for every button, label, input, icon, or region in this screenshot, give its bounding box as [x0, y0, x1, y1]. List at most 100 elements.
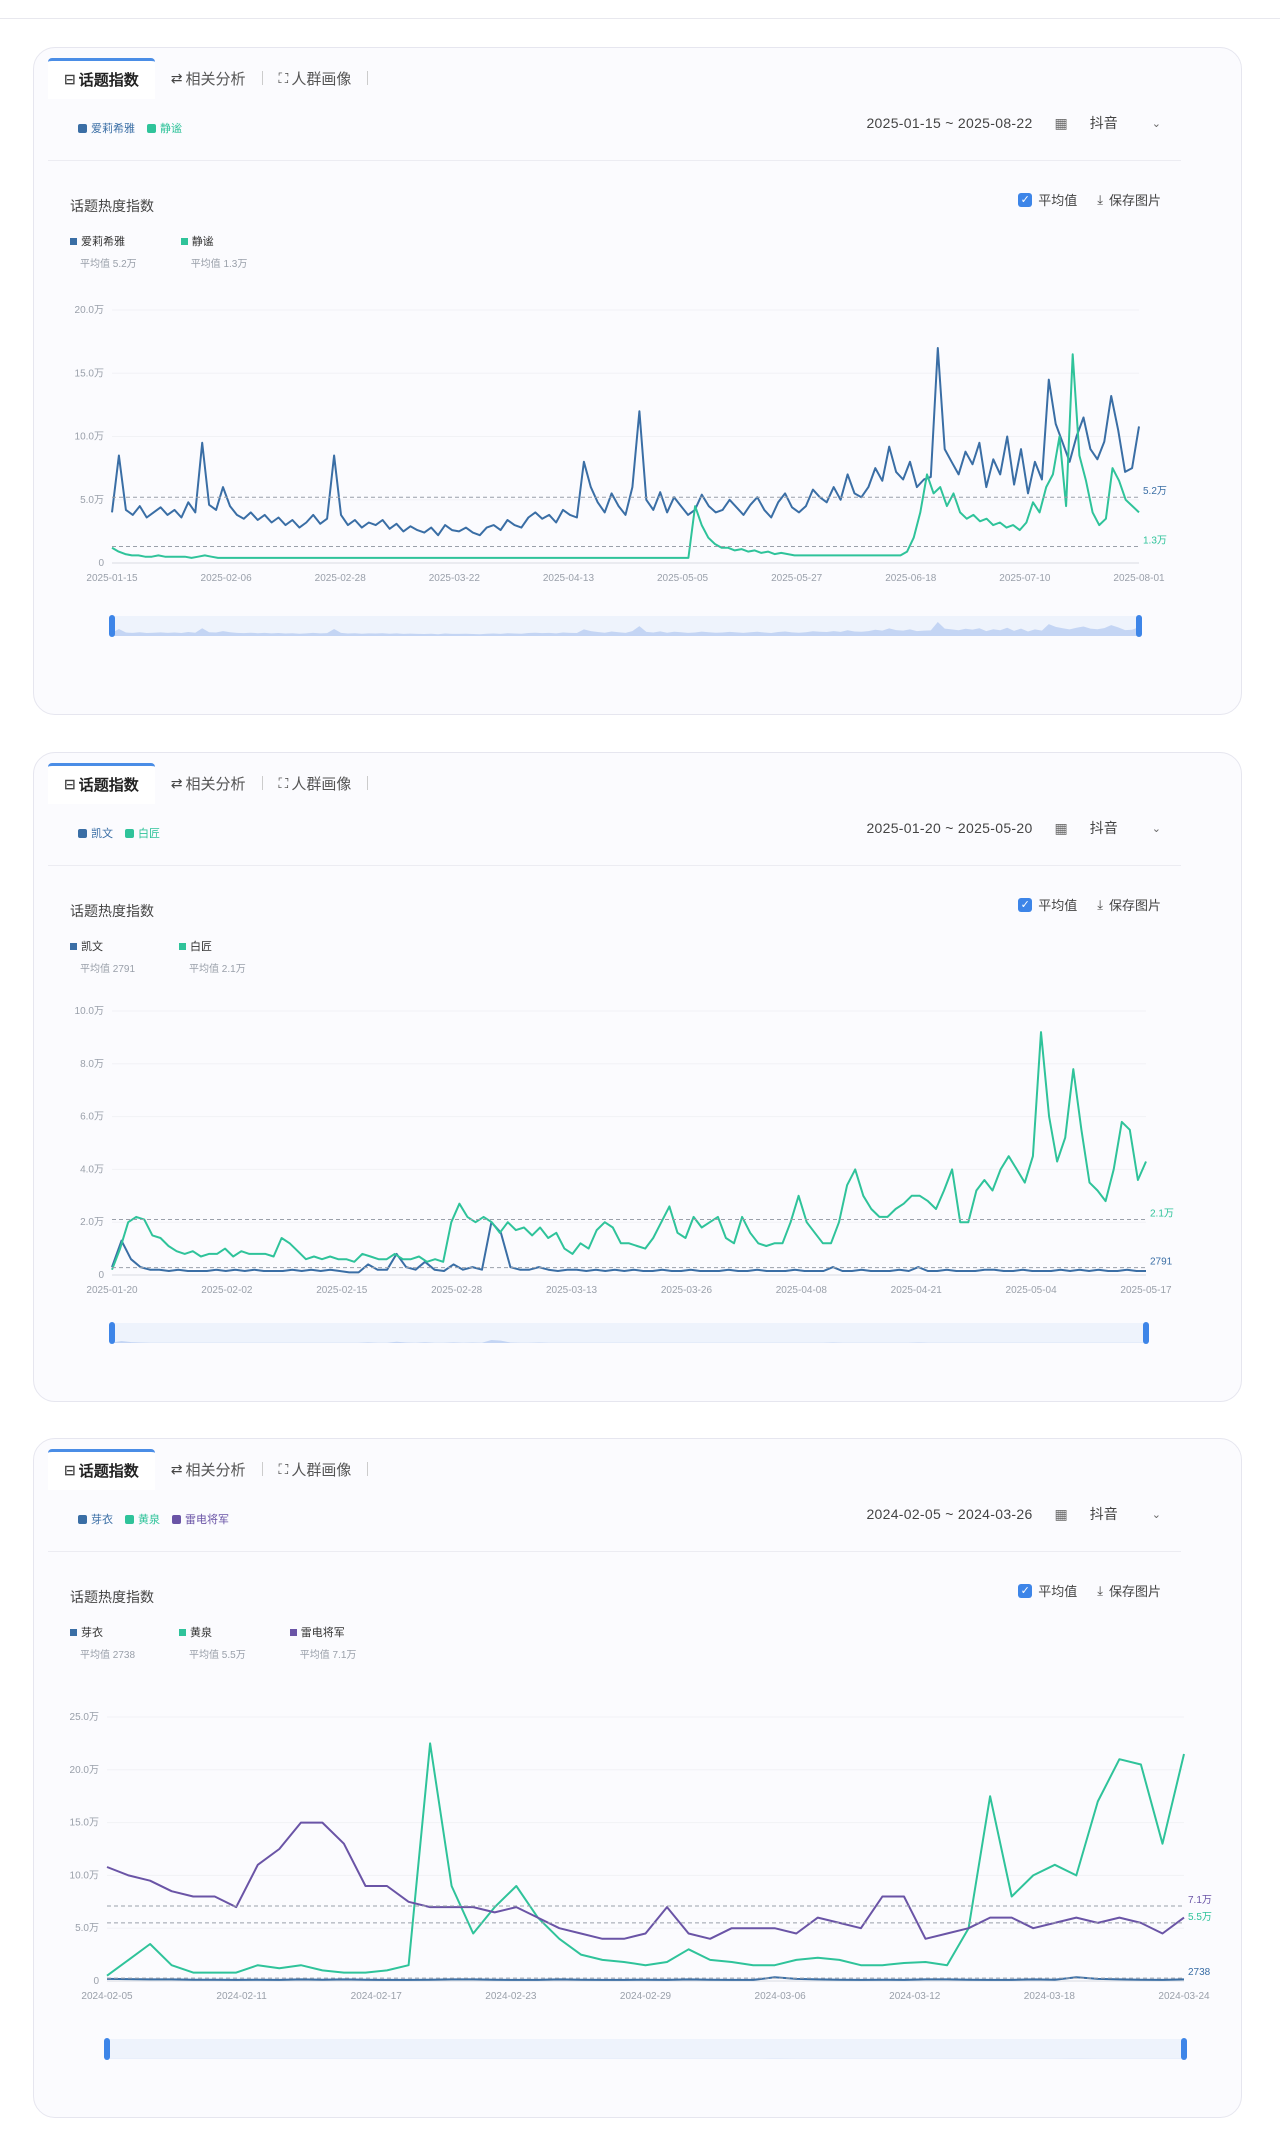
line-chart: 0 2.0万 4.0万 6.0万 8.0万 10.0万 2025-01-20 2025-02-… — [75, 1006, 1174, 1344]
checkbox-checked-icon: ✓ — [1018, 1583, 1033, 1598]
save-image-button[interactable]: ⤓ 保存图片 — [1097, 896, 1161, 914]
y-tick-label: 20.0万 — [70, 1765, 99, 1776]
zoom-slider-handle-right[interactable] — [1181, 2038, 1187, 2060]
related-icon: ⇄ — [170, 774, 183, 791]
tab-crowd-profile[interactable]: ⛶ 人群画像 — [278, 1460, 352, 1479]
tab-crowd-profile[interactable]: ⛶ 人群画像 — [278, 69, 352, 88]
tab-related-analysis[interactable]: ⇄ 相关分析 — [170, 1460, 246, 1479]
keyword-chips: 凯文 白匠 — [78, 825, 160, 841]
zoom-slider-preview — [112, 622, 1139, 636]
platform-select[interactable]: 抖音 ⌄ — [1089, 1506, 1161, 1522]
series-line — [111, 1031, 1147, 1271]
legend-swatch — [70, 1628, 77, 1636]
related-icon: ⇄ — [170, 1460, 183, 1477]
date-range-picker[interactable]: 2025-01-20 ~ 2025-05-20 — [866, 820, 1033, 836]
y-tick-label: 8.0万 — [80, 1059, 104, 1070]
x-tick-label: 2025-08-01 — [1113, 573, 1165, 584]
header-divider — [48, 1551, 1181, 1552]
x-tick-label: 2025-02-28 — [315, 573, 367, 584]
legend-item[interactable]: 黄泉 平均值 5.5万 — [179, 1624, 246, 1661]
x-tick-label: 2025-02-28 — [431, 1285, 483, 1296]
date-range-picker[interactable]: 2024-02-05 ~ 2024-03-26 — [866, 1506, 1033, 1522]
calendar-icon[interactable]: ▦ — [1054, 1505, 1068, 1522]
platform-select[interactable]: 抖音 ⌄ — [1089, 820, 1161, 836]
legend-item[interactable]: 芽衣 平均值 2738 — [70, 1624, 135, 1661]
line-chart: 0 5.0万 10.0万 15.0万 20.0万 2025-01-15 2025-02-06… — [75, 305, 1167, 637]
average-value-label: 2.1万 — [1150, 1209, 1174, 1220]
plot-title: 话题热度指数 — [70, 1589, 154, 1605]
plot-title: 话题热度指数 — [70, 198, 154, 214]
legend-item[interactable]: 雷电将军 平均值 7.1万 — [289, 1624, 356, 1661]
zoom-slider-handle-left[interactable] — [109, 1322, 115, 1344]
legend-item[interactable]: 白匠 平均值 2.1万 — [179, 938, 246, 975]
x-tick-label: 2024-02-05 — [81, 1991, 133, 2002]
tab-crowd-profile[interactable]: ⛶ 人群画像 — [278, 774, 352, 793]
x-tick-label: 2025-05-27 — [771, 573, 823, 584]
keyword-chip[interactable]: 爱莉希雅 — [78, 120, 135, 136]
series-line — [106, 1821, 1185, 1940]
average-toggle[interactable]: ✓ 平均值 — [1018, 895, 1077, 914]
y-tick-label: 2.0万 — [80, 1217, 104, 1228]
zoom-slider-handle-left[interactable] — [104, 2038, 110, 2060]
save-image-button[interactable]: ⤓ 保存图片 — [1097, 191, 1161, 209]
calendar-icon[interactable]: ▦ — [1054, 819, 1068, 836]
series-line — [111, 347, 1140, 537]
zoom-slider-handle-left[interactable] — [109, 615, 115, 637]
download-icon: ⤓ — [1097, 191, 1103, 207]
download-icon: ⤓ — [1097, 1582, 1103, 1598]
series-legend: 芽衣 平均值 2738 黄泉 平均值 5.5万 雷电将军 平均值 7.1万 — [70, 1624, 356, 1661]
keyword-chips: 爱莉希雅 静谧 — [78, 120, 182, 136]
x-tick-label: 2024-03-24 — [1158, 1991, 1210, 2002]
crowd-icon: ⛶ — [278, 1460, 289, 1477]
y-tick-label: 0 — [93, 1976, 99, 1987]
calendar-icon[interactable]: ▦ — [1054, 114, 1068, 131]
crowd-icon: ⛶ — [278, 774, 289, 791]
average-value-label: 2738 — [1188, 1967, 1211, 1978]
tab-related-analysis[interactable]: ⇄ 相关分析 — [170, 69, 246, 88]
topic-icon: ⊟ — [64, 1462, 76, 1478]
plot-actions: ✓ 平均值 ⤓ 保存图片 — [1018, 190, 1161, 209]
tab-related-analysis[interactable]: ⇄ 相关分析 — [170, 774, 246, 793]
tab-topic-index[interactable]: ⊟ 话题指数 — [48, 1448, 155, 1490]
filter-controls: 2024-02-05 ~ 2024-03-26 ▦ 抖音 ⌄ — [866, 1504, 1161, 1524]
date-range-picker[interactable]: 2025-01-15 ~ 2025-08-22 — [866, 115, 1033, 131]
header-divider — [48, 160, 1181, 161]
x-tick-label: 2025-02-02 — [201, 1285, 253, 1296]
average-toggle[interactable]: ✓ 平均值 — [1018, 1581, 1077, 1600]
legend-swatch — [180, 237, 188, 245]
tab-topic-index[interactable]: ⊟ 话题指数 — [48, 762, 155, 804]
checkbox-checked-icon: ✓ — [1018, 192, 1033, 207]
x-tick-label: 2024-02-29 — [620, 1991, 672, 2002]
platform-select[interactable]: 抖音 ⌄ — [1089, 115, 1161, 131]
keyword-chip[interactable]: 凯文 — [78, 825, 113, 841]
legend-item[interactable]: 爱莉希雅 平均值 5.2万 — [70, 233, 137, 270]
keyword-chip[interactable]: 雷电将军 — [172, 1511, 229, 1527]
tab-separator — [367, 71, 369, 85]
color-swatch — [78, 1514, 87, 1524]
keyword-chip[interactable]: 白匠 — [125, 825, 160, 841]
save-image-button[interactable]: ⤓ 保存图片 — [1097, 1582, 1161, 1600]
legend-item[interactable]: 凯文 平均值 2791 — [70, 938, 135, 975]
x-tick-label: 2025-04-08 — [776, 1285, 828, 1296]
y-tick-label: 4.0万 — [80, 1164, 104, 1175]
average-toggle[interactable]: ✓ 平均值 — [1018, 190, 1077, 209]
x-tick-label: 2024-02-17 — [351, 1991, 403, 2002]
y-tick-label: 10.0万 — [75, 1006, 104, 1017]
crowd-icon: ⛶ — [278, 69, 289, 86]
keyword-chip[interactable]: 芽衣 — [78, 1511, 113, 1527]
legend-item[interactable]: 静谧 平均值 1.3万 — [180, 233, 247, 270]
filter-controls: 2025-01-15 ~ 2025-08-22 ▦ 抖音 ⌄ — [866, 113, 1161, 133]
legend-swatch — [289, 1628, 297, 1636]
tab-topic-index[interactable]: ⊟ 话题指数 — [48, 57, 155, 99]
zoom-slider-handle-right[interactable] — [1143, 1322, 1149, 1344]
x-tick-label: 2025-01-20 — [86, 1285, 138, 1296]
plot-actions: ✓ 平均值 ⤓ 保存图片 — [1018, 1581, 1161, 1600]
keyword-chip[interactable]: 黄泉 — [125, 1511, 160, 1527]
x-tick-label: 2025-02-15 — [316, 1285, 368, 1296]
topic-icon: ⊟ — [64, 776, 76, 792]
y-tick-label: 6.0万 — [80, 1112, 104, 1123]
series-line — [111, 1221, 1146, 1274]
x-tick-label: 2025-05-17 — [1120, 1285, 1172, 1296]
zoom-slider-handle-right[interactable] — [1136, 615, 1142, 637]
keyword-chip[interactable]: 静谧 — [147, 120, 182, 136]
